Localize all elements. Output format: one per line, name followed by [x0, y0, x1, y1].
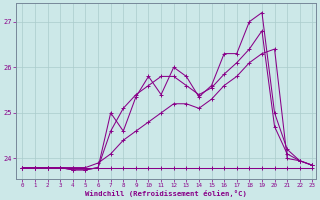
X-axis label: Windchill (Refroidissement éolien,°C): Windchill (Refroidissement éolien,°C) [85, 190, 247, 197]
